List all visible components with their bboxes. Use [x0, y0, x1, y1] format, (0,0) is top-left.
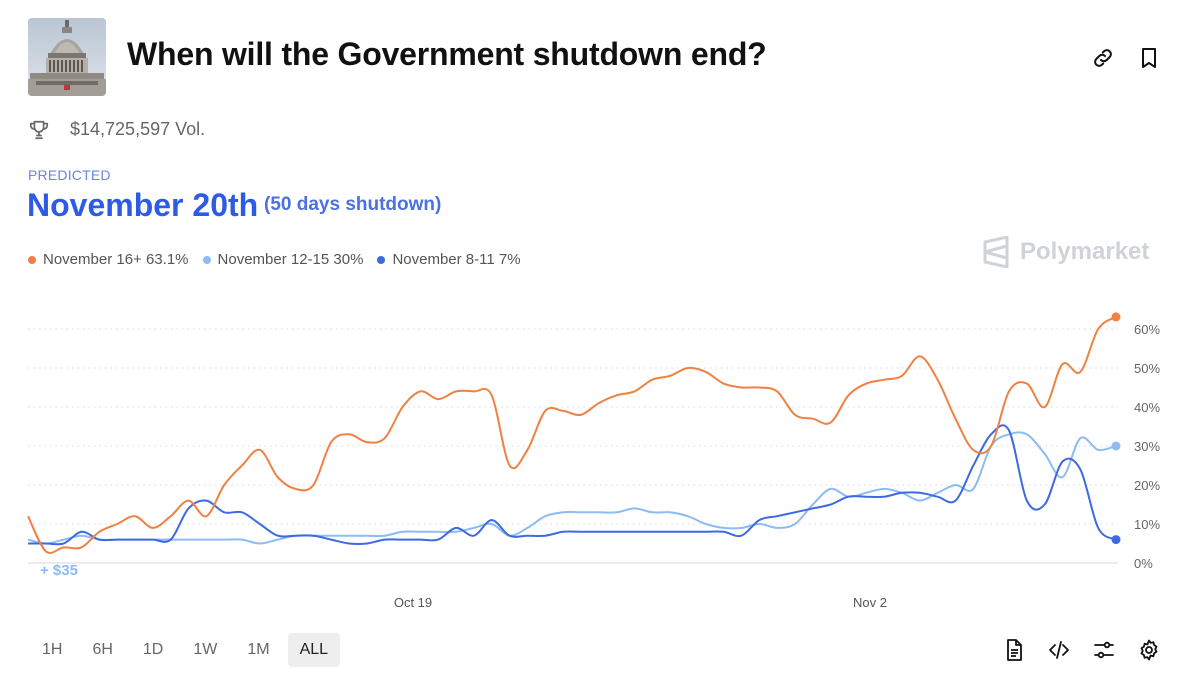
link-icon[interactable] — [1091, 46, 1115, 70]
range-button-1h[interactable]: 1H — [42, 641, 63, 658]
settings-icon[interactable] — [1137, 638, 1161, 662]
polymarket-logo-icon — [983, 236, 1009, 268]
y-axis-ticks: 0% 10% 20% 30% 40% 50% 60% — [1134, 322, 1160, 571]
series-end-point — [1111, 312, 1121, 322]
legend-label: November 8-11 7% — [392, 251, 521, 268]
series-end-point — [1111, 441, 1121, 451]
embed-code-icon[interactable] — [1047, 638, 1071, 662]
chart-legend: November 16+ 63.1% November 12-15 30% No… — [28, 251, 521, 268]
range-button-6h[interactable]: 6H — [92, 641, 113, 658]
legend-label: November 12-15 30% — [217, 251, 364, 268]
range-button-all[interactable]: ALL — [287, 633, 341, 667]
market-title: When will the Government shutdown end? — [127, 36, 767, 72]
legend-item-november-8-11: November 8-11 7% — [377, 251, 521, 268]
market-thumbnail — [28, 18, 106, 96]
legend-dot — [377, 255, 386, 264]
y-tick-label: 50% — [1134, 361, 1160, 376]
probability-line-chart[interactable]: 0% 10% 20% 30% 40% 50% 60% Oct 19 Nov 2 + $35 — [0, 290, 1200, 620]
legend-item-november-12-15: November 12-15 30% — [202, 251, 364, 268]
predicted-label: PREDICTED — [28, 167, 111, 183]
legend-label: November 16+ 63.1% — [43, 251, 189, 268]
x-tick-label: Oct 19 — [394, 595, 432, 610]
bookmark-icon[interactable] — [1137, 46, 1161, 70]
predicted-outcome: November 20th — [27, 187, 259, 223]
capitol-building-image — [28, 18, 106, 96]
y-tick-label: 60% — [1134, 322, 1160, 337]
series-line-november-12-15[interactable] — [27, 431, 1117, 545]
market-volume: $14,725,597 Vol. — [70, 119, 206, 139]
y-tick-label: 40% — [1134, 400, 1160, 415]
y-tick-label: 0% — [1134, 556, 1153, 571]
chart-grid — [28, 328, 1118, 564]
range-button-1w[interactable]: 1W — [193, 641, 218, 658]
x-axis-ticks: Oct 19 Nov 2 — [394, 595, 887, 610]
legend-dot — [28, 255, 36, 264]
y-tick-label: 10% — [1134, 517, 1160, 532]
y-tick-label: 30% — [1134, 439, 1160, 454]
range-button-1d[interactable]: 1D — [142, 641, 164, 658]
x-tick-label: Nov 2 — [853, 595, 887, 610]
time-range-selector: 1H 6H 1D 1W 1M ALL — [30, 633, 341, 667]
range-button-1m[interactable]: 1M — [247, 641, 270, 658]
series-line-november-16-[interactable] — [27, 316, 1117, 554]
document-icon[interactable] — [1002, 638, 1026, 662]
sliders-icon[interactable] — [1092, 638, 1116, 662]
trophy-icon — [29, 120, 49, 140]
brand-name: Polymarket — [1020, 238, 1150, 265]
chart-annotation: + $35 — [40, 562, 78, 579]
legend-item-november-16-plus: November 16+ 63.1% — [28, 251, 189, 268]
series-line-november-8-11[interactable] — [27, 424, 1117, 546]
y-tick-label: 20% — [1134, 478, 1160, 493]
series-end-point — [1111, 535, 1121, 545]
chart-series — [27, 312, 1121, 554]
legend-dot — [202, 255, 211, 264]
polymarket-watermark: Polymarket — [982, 236, 1149, 268]
predicted-outcome-detail: (50 days shutdown) — [264, 194, 442, 215]
